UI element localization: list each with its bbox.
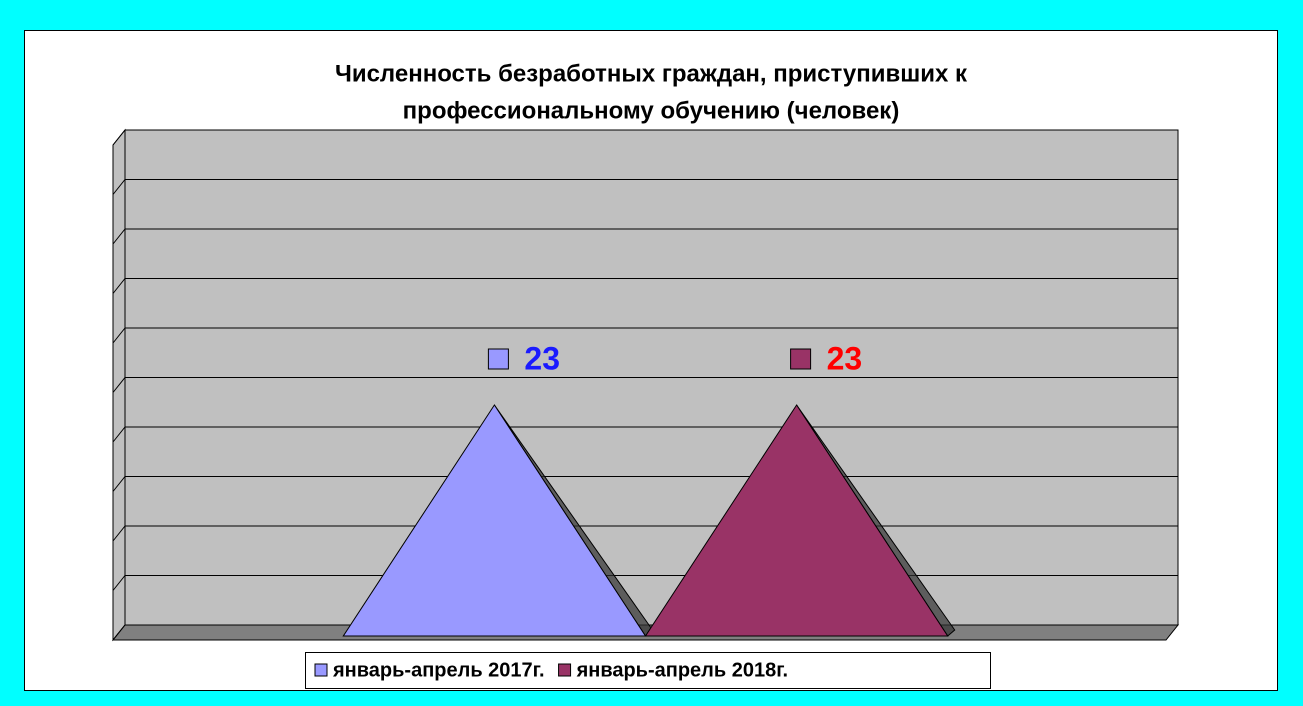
chart-title: Численность безработных граждан, приступ… (335, 60, 968, 87)
grid-line (112, 278, 1178, 294)
pyramid (342, 404, 647, 637)
grid-line (112, 179, 1178, 195)
grid-line (112, 327, 1178, 344)
value-label-key (790, 348, 812, 370)
legend-label: январь-апрель 2017г. (332, 659, 545, 681)
value-label-key (487, 348, 509, 370)
grid-line (112, 377, 1178, 393)
grid-line (112, 129, 1178, 146)
grid-line (112, 426, 1178, 443)
legend-key (558, 663, 572, 677)
chart-title: профессиональному обучению (человек) (403, 97, 900, 124)
value-label: 23 (524, 340, 560, 376)
legend-key (314, 663, 328, 677)
legend (305, 652, 991, 689)
value-label: 23 (827, 340, 863, 376)
grid-line (112, 228, 1178, 245)
pyramid (644, 404, 949, 637)
legend-label: январь-апрель 2018г. (576, 659, 789, 681)
